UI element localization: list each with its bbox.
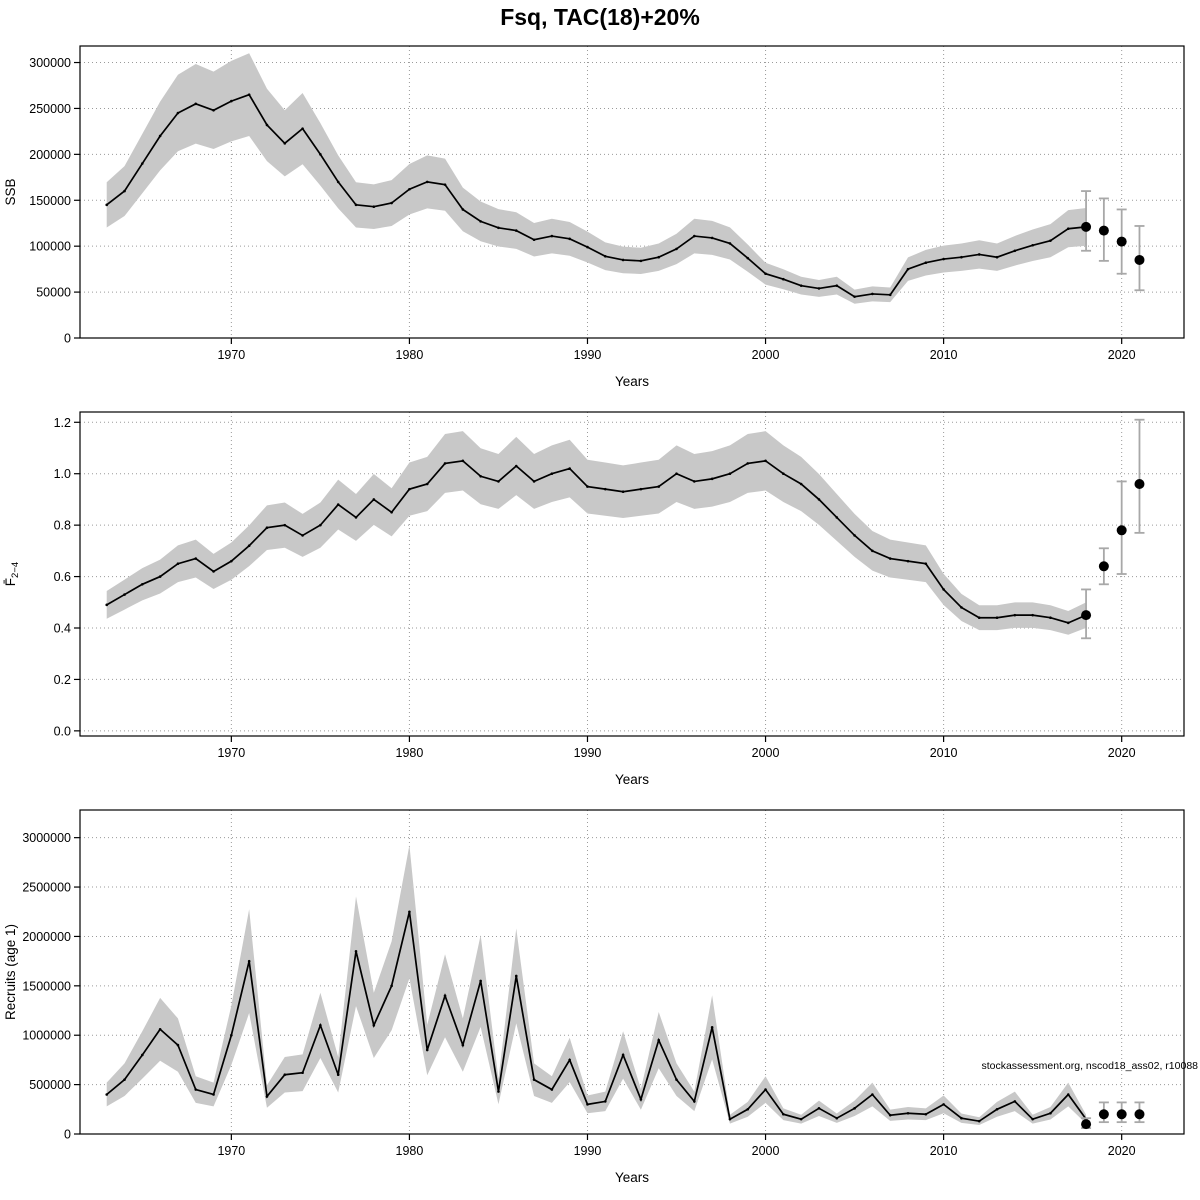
svg-text:100000: 100000 <box>29 240 71 254</box>
x-axis-label: Years <box>615 1170 649 1185</box>
ssb-chart: 1970 1980 1990 2000 2010 2020 0 50000 100000 1500… <box>3 45 1185 389</box>
plot-frame <box>79 411 1185 737</box>
y-axis-label: Recruits (age 1) <box>3 924 18 1020</box>
watermark-text: stockassessment.org, nscod18_ass02, r100… <box>981 1060 1198 1072</box>
svg-text:2010: 2010 <box>930 746 958 760</box>
y-tick-labels: 0.0 0.2 0.4 0.6 0.8 1.0 1.2 <box>54 416 71 739</box>
svg-text:0.8: 0.8 <box>54 519 71 533</box>
svg-text:0.6: 0.6 <box>54 570 71 584</box>
ssb-panel: 1970 1980 1990 2000 2010 2020 0 50000 100000 1500… <box>0 34 1200 400</box>
mean-line <box>106 911 1087 1123</box>
forecast-points <box>1081 479 1145 621</box>
forecast-errorbars <box>1081 190 1145 292</box>
svg-text:50000: 50000 <box>36 286 71 300</box>
plot-frame <box>79 809 1185 1135</box>
confidence-band <box>106 431 1087 635</box>
y-axis-label: SSB <box>3 178 18 205</box>
y-tick-labels: 0 500000 1000000 1500000 2000000 2500000 30000… <box>22 831 71 1141</box>
recruits-panel: 1970 1980 1990 2000 2010 2020 0 500000 1000000 15… <box>0 798 1200 1196</box>
x-axis-label: Years <box>615 772 649 787</box>
y-axis-label: F̄2−4 <box>3 562 21 586</box>
svg-text:0: 0 <box>64 1128 71 1142</box>
forecast-errorbars <box>1081 418 1145 640</box>
svg-text:1970: 1970 <box>217 1144 245 1158</box>
svg-text:1.0: 1.0 <box>54 467 71 481</box>
axis-ticks <box>74 421 1123 742</box>
svg-text:1980: 1980 <box>396 746 424 760</box>
confidence-band <box>106 845 1087 1126</box>
svg-text:1980: 1980 <box>396 348 424 362</box>
svg-text:2500000: 2500000 <box>22 881 71 895</box>
y-tick-labels: 0 50000 100000 150000 200000 250000 300000 <box>29 56 71 345</box>
svg-text:2020: 2020 <box>1108 1144 1136 1158</box>
svg-text:2000: 2000 <box>752 746 780 760</box>
svg-text:1990: 1990 <box>574 348 602 362</box>
forecast-points <box>1081 221 1145 265</box>
svg-text:2000000: 2000000 <box>22 930 71 944</box>
svg-text:300000: 300000 <box>29 56 71 70</box>
confidence-band <box>106 53 1087 304</box>
mean-line-markers <box>105 459 1088 625</box>
svg-text:1980: 1980 <box>396 1144 424 1158</box>
svg-text:2010: 2010 <box>930 348 958 362</box>
svg-text:1.2: 1.2 <box>54 416 71 430</box>
svg-text:2010: 2010 <box>930 1144 958 1158</box>
svg-text:200000: 200000 <box>29 148 71 162</box>
x-tick-labels: 1970 1980 1990 2000 2010 2020 <box>217 348 1135 362</box>
svg-text:1970: 1970 <box>217 746 245 760</box>
mean-line <box>106 459 1087 624</box>
svg-text:0.2: 0.2 <box>54 673 71 687</box>
svg-text:1990: 1990 <box>574 746 602 760</box>
svg-text:2020: 2020 <box>1108 348 1136 362</box>
svg-text:0.0: 0.0 <box>54 724 71 738</box>
svg-text:1000000: 1000000 <box>22 1029 71 1043</box>
mean-line-markers <box>105 910 1088 1123</box>
plot-frame <box>79 45 1185 339</box>
recruits-chart: 1970 1980 1990 2000 2010 2020 0 500000 1000000 15… <box>3 809 1198 1185</box>
fbar-chart: 1970 1980 1990 2000 2010 2020 0.0 0.2 0.4 0.6 0.8 1… <box>3 411 1185 787</box>
figure-title: Fsq, TAC(18)+20% <box>500 4 700 30</box>
svg-text:1970: 1970 <box>217 348 245 362</box>
svg-text:250000: 250000 <box>29 102 71 116</box>
svg-text:150000: 150000 <box>29 194 71 208</box>
svg-text:2000: 2000 <box>752 348 780 362</box>
forecast-points <box>1081 1109 1145 1130</box>
x-axis-label: Years <box>615 374 649 389</box>
svg-text:1990: 1990 <box>574 1144 602 1158</box>
x-tick-labels: 1970 1980 1990 2000 2010 2020 <box>217 1144 1135 1158</box>
mean-line <box>106 93 1087 298</box>
svg-text:2000: 2000 <box>752 1144 780 1158</box>
svg-text:2020: 2020 <box>1108 746 1136 760</box>
svg-text:1500000: 1500000 <box>22 979 71 993</box>
svg-text:0.4: 0.4 <box>54 622 71 636</box>
fbar-panel: 1970 1980 1990 2000 2010 2020 0.0 0.2 0.4 0.6 0.8 1… <box>0 400 1200 798</box>
grid <box>80 412 1184 736</box>
x-tick-labels: 1970 1980 1990 2000 2010 2020 <box>217 746 1135 760</box>
svg-text:500000: 500000 <box>29 1078 71 1092</box>
axis-ticks <box>74 837 1123 1140</box>
axis-ticks <box>74 61 1123 344</box>
svg-text:0: 0 <box>64 332 71 346</box>
svg-text:3000000: 3000000 <box>22 831 71 845</box>
